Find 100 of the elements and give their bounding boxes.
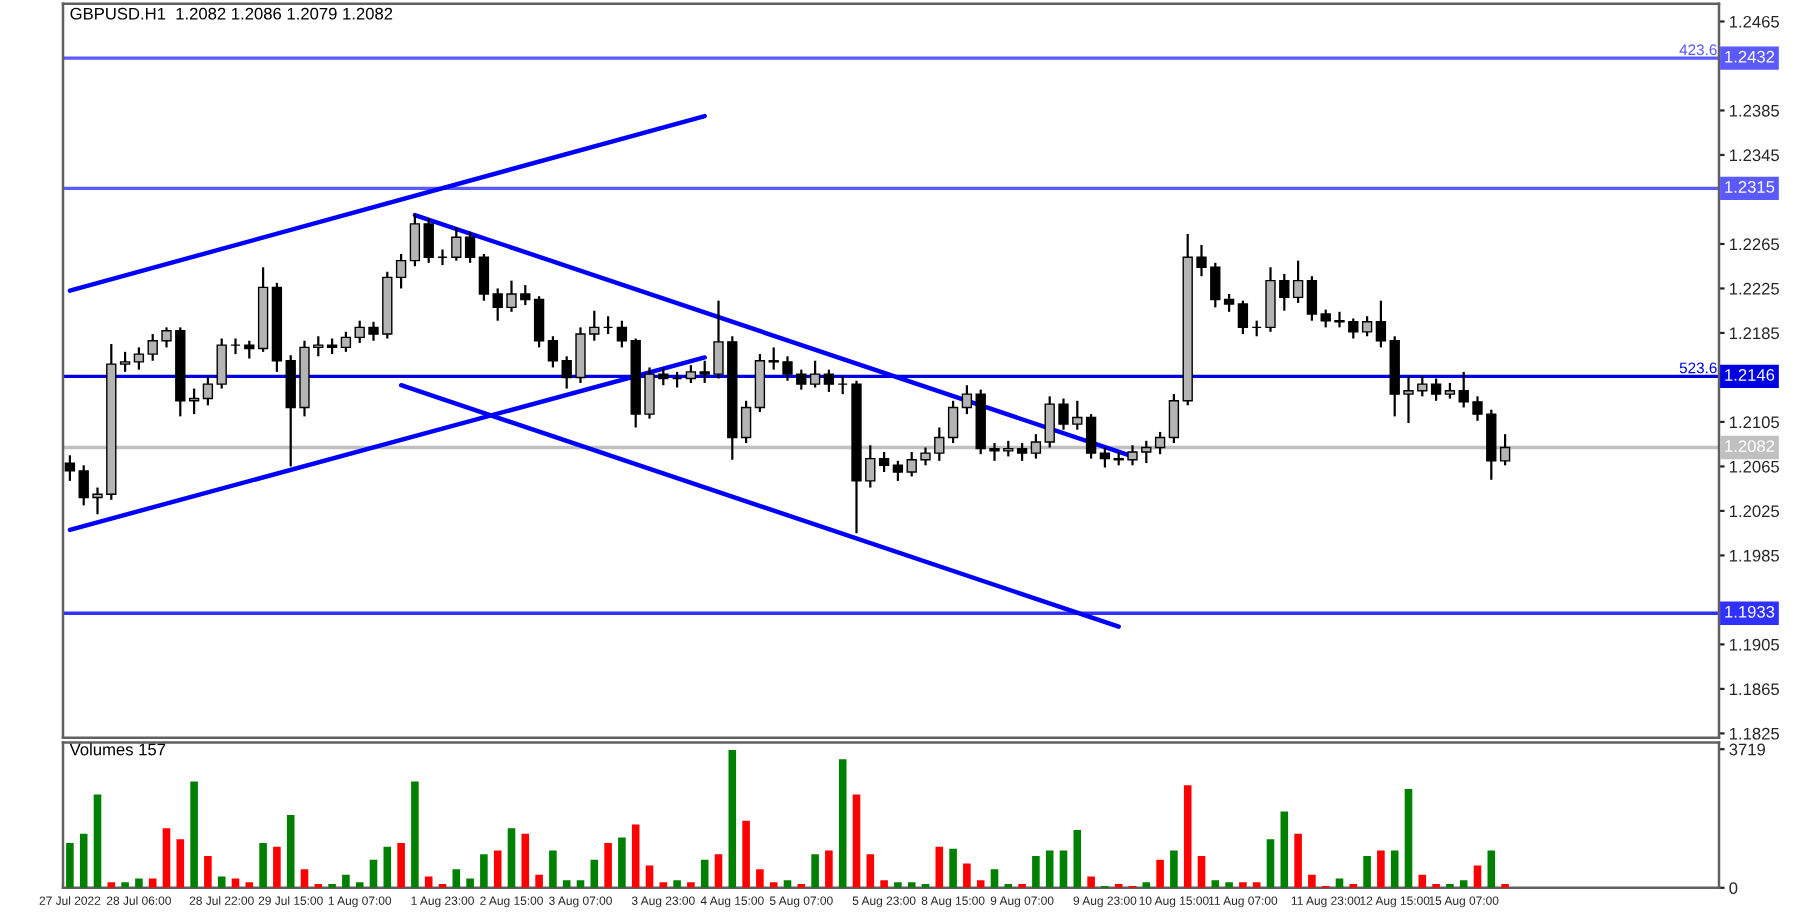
bar [162,828,171,888]
bar [1087,876,1095,888]
ref-line-label: 1.2315 [1725,181,1775,193]
bar [1280,811,1289,888]
bar [135,878,143,888]
bar [618,837,626,888]
bar [866,854,875,888]
ref-line-label: 1.2082 [1725,440,1775,452]
bar [259,843,267,888]
chart-title: Volumes 157 [69,743,166,756]
candlestick [961,384,973,416]
candlestick [547,335,559,369]
bar [673,880,681,888]
bar [286,815,295,888]
bar [535,874,543,888]
candlestick [1237,299,1249,336]
bar [480,854,488,888]
candlestick [451,226,462,262]
bar [880,880,888,888]
bar [342,874,350,888]
bar [1032,856,1040,888]
ref-line-label: 1.2146 [1725,368,1775,381]
candlestick [1085,413,1097,460]
bar [273,846,281,888]
bar [949,848,957,888]
candlestick [216,337,227,390]
candlestick [395,252,407,290]
bar [383,846,392,888]
bar [1156,859,1164,888]
bar [838,759,847,888]
bar [894,882,902,888]
bar [507,828,516,888]
y-tick-label: 1.2265 [1729,238,1779,251]
y-tick-label: 1.2185 [1729,327,1779,340]
y-tick-label: 1.2385 [1729,104,1779,117]
bar [604,843,612,888]
bar [1073,830,1082,888]
y-tick-label: 1.1865 [1729,683,1779,696]
y-tick-label: 1.1825 [1729,727,1779,740]
candlestick [616,319,628,349]
bar [811,854,819,888]
bar [1266,839,1275,888]
bar [1170,850,1178,888]
ref-line-label: 1.2432 [1725,50,1775,63]
y-tick-label: 1.1905 [1729,638,1779,651]
candlestick [1306,275,1318,322]
bar [549,850,557,888]
bar [714,854,723,888]
bar [1404,789,1413,888]
candlestick [64,454,76,482]
bar [204,856,212,888]
bar [825,850,833,888]
candlestick [1099,446,1111,469]
candlestick [202,375,214,407]
y-tick-label: 1.2225 [1729,282,1779,295]
candlestick [1361,315,1373,338]
bar [728,749,737,888]
candlestick [754,352,766,414]
bar [93,794,102,888]
y-tick-label: 1.2065 [1729,460,1779,473]
candlestick [409,212,421,268]
y-tick-label: 1.1985 [1729,549,1779,562]
candlestick [533,295,545,349]
bar [1197,856,1206,888]
candlestick [809,359,821,389]
bar [176,839,185,888]
candlestick [878,450,890,474]
bar [66,843,74,888]
candlestick [464,230,476,264]
candlestick [133,346,145,371]
y-tick-label: 1.2105 [1729,416,1779,429]
bar [1225,882,1233,888]
bar [466,878,474,888]
bar [521,833,530,888]
candlestick [823,368,835,393]
candlestick [340,330,352,353]
bar [121,882,129,888]
bar [756,869,764,888]
y-tick-label: 1.2025 [1729,505,1779,518]
bar [631,824,640,888]
bar [79,833,88,888]
candlestick [1375,299,1387,349]
y-tick-label: 1.2465 [1729,15,1779,28]
bar [963,863,971,888]
candlestick [478,252,490,302]
bar [1294,833,1302,888]
bar [935,846,944,888]
bar [645,865,654,888]
bar [1363,856,1371,888]
bar [1377,850,1385,888]
bar [687,882,695,888]
chart-title: GBPUSD.H1 1.2082 1.2086 1.2079 1.2082 [70,7,393,20]
ref-line-label: 1.1933 [1725,605,1775,618]
bar [1473,865,1482,888]
bar [742,820,750,888]
bar [397,843,405,888]
candlestick [423,217,434,264]
y-tick-label: 1.2345 [1729,149,1779,162]
candlestick [119,350,131,373]
candlestick [892,459,904,482]
